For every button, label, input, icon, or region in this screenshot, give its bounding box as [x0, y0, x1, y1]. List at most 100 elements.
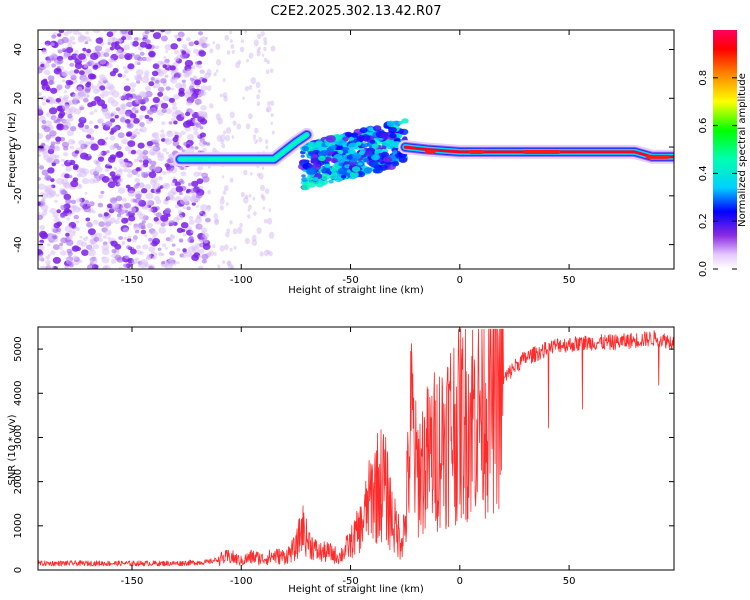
blob-point: [310, 157, 319, 164]
noise-point: [257, 33, 262, 40]
noise-point: [52, 256, 62, 264]
noise-point: [66, 129, 75, 137]
noise-point: [185, 251, 192, 258]
noise-point: [92, 244, 99, 250]
noise-point: [56, 123, 65, 131]
noise-point: [65, 232, 70, 237]
noise-point: [203, 239, 209, 244]
noise-point: [180, 52, 188, 60]
noise-point: [70, 74, 77, 81]
noise-point: [225, 202, 229, 206]
y-tick-label: 0: [13, 144, 24, 150]
noise-point: [215, 43, 221, 50]
snr-series: [38, 328, 674, 567]
noise-point: [148, 237, 153, 242]
noise-point: [80, 89, 85, 93]
noise-point: [148, 50, 156, 58]
noise-point: [212, 41, 216, 45]
noise-point: [170, 167, 178, 174]
noise-point: [79, 201, 87, 208]
noise-point: [99, 74, 106, 80]
noise-point: [181, 50, 187, 55]
noise-point: [192, 126, 199, 131]
noise-point: [47, 157, 52, 162]
noise-point: [194, 217, 203, 224]
noise-point: [165, 86, 171, 91]
noise-point: [38, 147, 42, 154]
noise-point: [79, 70, 85, 76]
noise-point: [245, 123, 251, 130]
noise-point: [121, 138, 129, 145]
blob-point: [364, 150, 371, 156]
noise-point: [107, 236, 111, 240]
noise-point: [162, 64, 168, 69]
noise-point: [157, 86, 165, 93]
noise-point: [92, 30, 101, 34]
noise-point: [207, 189, 211, 195]
noise-point: [253, 39, 259, 47]
noise-point: [149, 30, 155, 33]
noise-point: [61, 70, 69, 77]
x-tick-label: 50: [563, 576, 576, 587]
noise-point: [127, 140, 136, 148]
noise-point: [43, 69, 50, 76]
noise-point: [77, 34, 86, 42]
noise-point: [130, 41, 134, 45]
noise-point: [41, 50, 48, 55]
noise-point: [95, 162, 101, 167]
noise-point: [123, 168, 128, 173]
noise-point: [194, 98, 202, 105]
noise-point: [114, 41, 120, 46]
noise-point: [177, 146, 183, 151]
blob-point: [381, 152, 387, 157]
noise-point: [98, 221, 106, 227]
noise-point: [52, 117, 57, 120]
noise-point: [135, 128, 139, 132]
noise-point: [38, 256, 45, 262]
noise-point: [80, 76, 89, 83]
noise-point: [52, 212, 59, 218]
noise-point: [127, 173, 133, 178]
noise-point: [53, 222, 61, 229]
noise-point: [268, 251, 273, 257]
noise-point: [115, 107, 121, 112]
noise-point: [47, 96, 52, 101]
noise-point: [244, 86, 249, 92]
noise-point: [270, 68, 274, 73]
noise-point: [62, 103, 70, 111]
noise-point: [266, 105, 272, 113]
noise-point: [87, 228, 96, 236]
blob-point: [338, 162, 344, 167]
noise-point: [186, 37, 191, 42]
noise-point: [177, 209, 183, 215]
blob-point: [371, 143, 379, 149]
noise-point: [181, 44, 188, 49]
noise-point: [128, 97, 133, 101]
noise-point: [176, 37, 182, 42]
noise-point: [164, 163, 170, 168]
noise-point: [105, 48, 111, 53]
noise-point: [38, 249, 43, 255]
noise-point: [83, 97, 89, 103]
noise-point: [140, 259, 149, 266]
noise-point: [38, 183, 46, 190]
noise-point: [172, 176, 176, 179]
noise-point: [52, 228, 59, 234]
noise-point: [100, 150, 107, 156]
noise-point: [119, 117, 126, 123]
noise-point: [164, 198, 169, 202]
noise-point: [72, 230, 76, 234]
noise-point: [90, 100, 97, 106]
noise-point: [144, 184, 151, 190]
noise-point: [93, 177, 100, 184]
noise-point: [190, 65, 195, 69]
noise-point: [123, 44, 130, 51]
noise-point: [81, 249, 89, 256]
noise-point: [137, 264, 142, 268]
noise-point: [66, 30, 73, 34]
noise-point: [161, 261, 166, 265]
blob-point: [311, 154, 319, 159]
noise-point: [214, 218, 219, 224]
noise-point: [47, 75, 55, 82]
noise-point: [262, 206, 266, 210]
